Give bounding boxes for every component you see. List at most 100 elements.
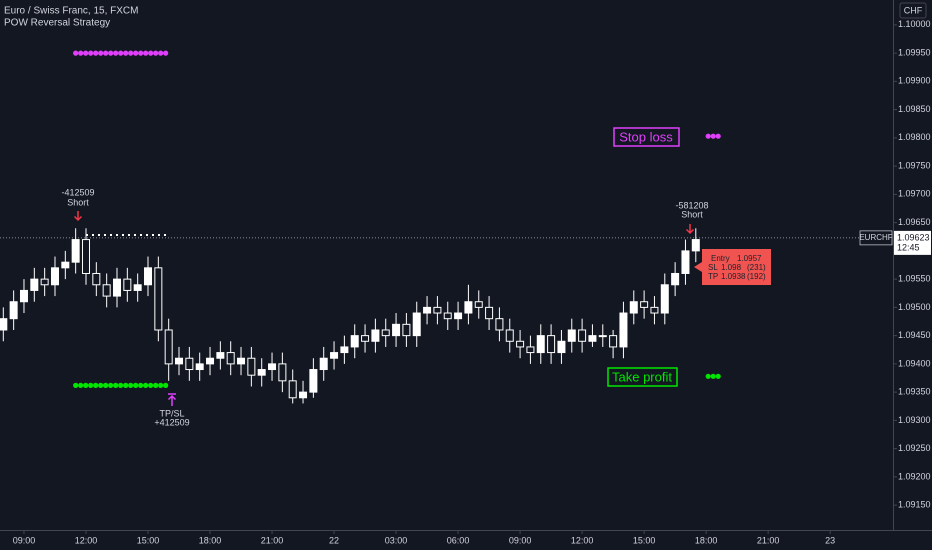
chart-subtitle: POW Reversal Strategy xyxy=(4,18,110,29)
level-dot xyxy=(88,50,94,56)
candle-body xyxy=(423,306,432,314)
level-dot xyxy=(143,50,149,56)
x-tick-label: 03:00 xyxy=(385,535,408,545)
candle-body xyxy=(598,335,607,338)
candle-body xyxy=(195,363,204,371)
candle-body xyxy=(495,318,504,331)
stop-loss-box xyxy=(613,127,680,147)
candle-body xyxy=(226,352,235,365)
y-tick-label: 1.09500 xyxy=(898,302,931,312)
level-dot xyxy=(93,50,99,56)
level-dot xyxy=(705,373,711,379)
x-tick-label: 18:00 xyxy=(695,535,718,545)
stop-loss-label: Stop loss xyxy=(619,129,673,144)
candle-body xyxy=(30,278,39,291)
level-dot xyxy=(118,382,124,388)
level-dot xyxy=(98,382,104,388)
y-tick-label: 1.09950 xyxy=(898,47,931,57)
level-dot xyxy=(123,50,129,56)
signal-text: +412509 xyxy=(154,417,189,427)
candle-body xyxy=(392,323,401,337)
level-dot xyxy=(123,382,129,388)
take-profit-label: Take profit xyxy=(612,369,672,384)
trade-cell: Entry xyxy=(711,254,730,263)
level-dots xyxy=(705,373,721,379)
x-tick-label: 22 xyxy=(329,535,339,545)
y-tick-label: 1.09250 xyxy=(898,443,931,453)
last-price-label: 1.09623 xyxy=(897,232,930,242)
x-tick-label: 12:00 xyxy=(75,535,98,545)
candle-body xyxy=(361,335,370,342)
candle-body xyxy=(650,306,659,314)
level-dot xyxy=(78,382,84,388)
level-dot xyxy=(163,50,169,56)
candle-body xyxy=(9,301,18,320)
candle-body xyxy=(299,391,308,399)
x-tick-label: 09:00 xyxy=(13,535,36,545)
level-dot xyxy=(138,382,144,388)
level-dot xyxy=(715,373,721,379)
candle-body xyxy=(92,272,101,286)
x-tick-label: 12:00 xyxy=(571,535,594,545)
y-tick-label: 1.09200 xyxy=(898,471,931,481)
level-dot xyxy=(108,382,114,388)
y-tick-label: 1.09700 xyxy=(898,189,931,199)
level-dot xyxy=(705,133,711,139)
level-dot xyxy=(103,50,109,56)
candle-body xyxy=(81,239,90,274)
candle-body xyxy=(474,301,483,308)
level-dot xyxy=(103,382,109,388)
candle-body xyxy=(123,278,132,291)
candle-body xyxy=(609,335,618,348)
level-dot xyxy=(143,382,149,388)
candle-body xyxy=(402,323,411,337)
candle-body xyxy=(433,306,442,314)
candle-body xyxy=(102,284,111,297)
candle-body xyxy=(185,357,194,371)
signal-text: Short xyxy=(67,197,89,207)
level-dot xyxy=(78,50,84,56)
candle-body xyxy=(61,261,70,269)
candle-body xyxy=(485,306,494,320)
y-tick-label: 1.09350 xyxy=(898,387,931,397)
candle-body xyxy=(164,329,173,365)
signal-label: TP/SL xyxy=(159,408,184,418)
candle-body xyxy=(660,284,669,314)
y-tick-label: 1.09150 xyxy=(898,500,931,510)
candle-body xyxy=(691,239,700,252)
candle-body xyxy=(309,369,318,393)
candle-body xyxy=(681,250,690,274)
candle-body xyxy=(443,312,452,320)
candle-body xyxy=(454,312,463,320)
signal-label: -581208 xyxy=(675,200,708,210)
y-tick-label: 1.09850 xyxy=(898,104,931,114)
level-dots xyxy=(73,50,169,56)
candle-body xyxy=(588,335,597,342)
candle-body xyxy=(247,357,256,376)
currency-box[interactable] xyxy=(899,2,927,19)
candle-body xyxy=(340,346,349,354)
level-dot xyxy=(715,133,721,139)
candle-body xyxy=(144,267,153,286)
y-tick-label: 1.10000 xyxy=(898,19,931,29)
level-dot xyxy=(113,50,119,56)
level-dot xyxy=(158,50,164,56)
short-arrow xyxy=(73,211,83,222)
x-tick-label: 18:00 xyxy=(199,535,222,545)
candle-body xyxy=(371,329,380,342)
level-dot xyxy=(710,373,716,379)
candle-body xyxy=(154,267,163,331)
trade-cell: (231) xyxy=(747,263,766,272)
candle-body xyxy=(71,239,80,263)
level-dot xyxy=(138,50,144,56)
candle-body xyxy=(257,369,266,376)
candle-body xyxy=(557,340,566,354)
trade-box-rows: Entry 1.0957 SL 1.098 (231) TP 1.0938 (1… xyxy=(708,254,766,281)
level-dot xyxy=(148,382,154,388)
x-tick-label: 21:00 xyxy=(757,535,780,545)
level-dot xyxy=(133,50,139,56)
y-tick-label: 1.09400 xyxy=(898,358,931,368)
trade-cell: SL xyxy=(708,263,718,272)
